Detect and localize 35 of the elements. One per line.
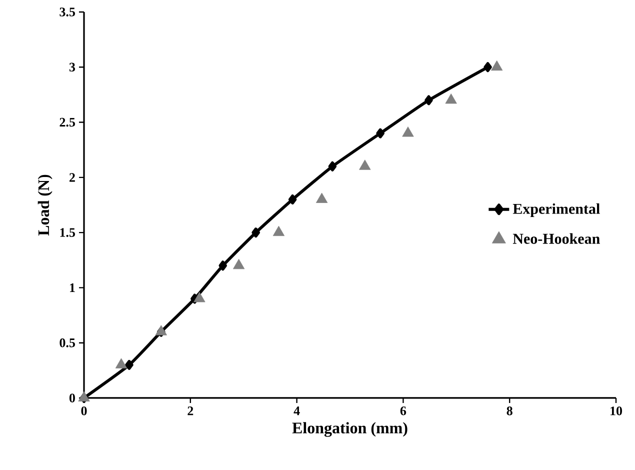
- point: [376, 128, 384, 138]
- point: [288, 194, 297, 204]
- point: [115, 358, 128, 368]
- point: [484, 62, 492, 72]
- y-tick-label: 3.5: [60, 8, 75, 16]
- point: [232, 258, 245, 270]
- point: [491, 60, 503, 71]
- y-axis-title: Load (N): [38, 174, 52, 236]
- x-tick-label: 10: [610, 406, 622, 416]
- point: [194, 292, 206, 302]
- y-tick-label: 2: [70, 173, 75, 182]
- point: [424, 95, 433, 106]
- point: [218, 260, 227, 271]
- x-tick-label: 8: [506, 406, 512, 416]
- legend-label: Neo-Hookean: [512, 233, 600, 244]
- legend-label: Experimental: [512, 203, 600, 217]
- point: [328, 161, 337, 172]
- x-tick-label: 6: [400, 406, 406, 416]
- y-tick-label: 1.5: [60, 228, 75, 237]
- point: [445, 94, 457, 104]
- y-tick-label: 2.5: [60, 118, 75, 127]
- point: [272, 226, 285, 236]
- point: [125, 360, 134, 370]
- x-tick-label: 2: [188, 406, 194, 416]
- x-axis-title: Elongation (mm): [292, 422, 408, 437]
- y-tick-label: 0: [69, 394, 75, 402]
- point: [252, 228, 260, 238]
- point: [316, 192, 328, 203]
- y-tick-label: 0.5: [60, 338, 75, 348]
- point: [359, 160, 371, 170]
- y-tick-label: 3: [69, 62, 76, 72]
- y-tick-label: 1: [70, 283, 75, 292]
- x-tick-label: 0: [81, 406, 87, 416]
- x-tick-label: 4: [294, 406, 300, 416]
- point: [402, 126, 414, 137]
